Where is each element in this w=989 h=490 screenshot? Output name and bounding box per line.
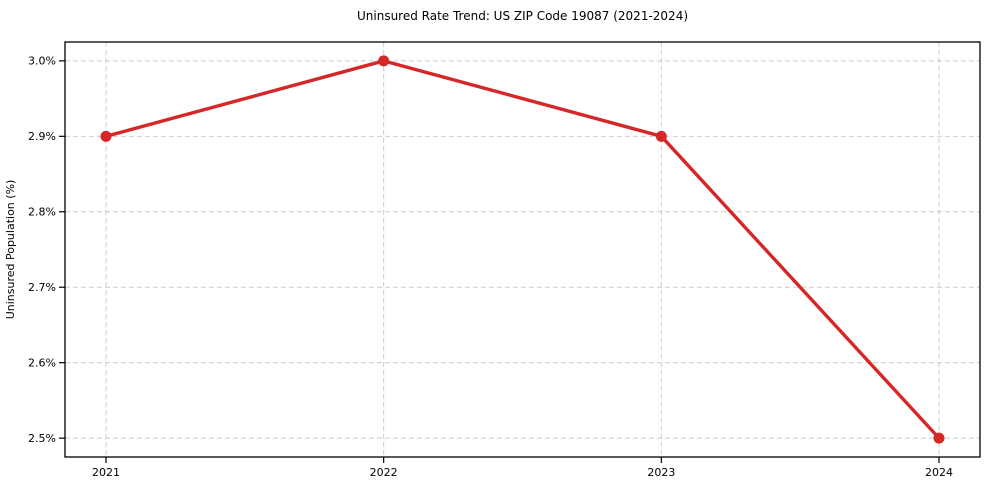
trend-line: [104, 59, 941, 440]
y-tick-label: 2.6%: [28, 356, 56, 369]
series-layer: [100, 55, 945, 444]
y-tick-label: 2.7%: [28, 281, 56, 294]
x-tick-label: 2021: [92, 466, 120, 479]
x-tick-label: 2022: [370, 466, 398, 479]
y-tick-label: 3.0%: [28, 55, 56, 68]
grid-layer: [65, 42, 980, 457]
data-point: [378, 55, 390, 67]
axis-layer: 2.5% 2.6% 2.7% 2.8% 2.9% 3.0% 2021 2022 2023 2024: [28, 55, 953, 479]
chart-title: Uninsured Rate Trend: US ZIP Code 19087 …: [357, 9, 688, 23]
y-tick-label: 2.9%: [28, 130, 56, 143]
plot-border: [64, 41, 981, 458]
data-point: [100, 130, 112, 142]
data-point: [655, 130, 667, 142]
y-axis-label: Uninsured Population (%): [4, 180, 17, 320]
x-tick-label: 2024: [925, 466, 953, 479]
data-point: [933, 432, 945, 444]
y-tick-label: 2.8%: [28, 206, 56, 219]
y-tick-label: 2.5%: [28, 432, 56, 445]
x-tick-label: 2023: [647, 466, 675, 479]
